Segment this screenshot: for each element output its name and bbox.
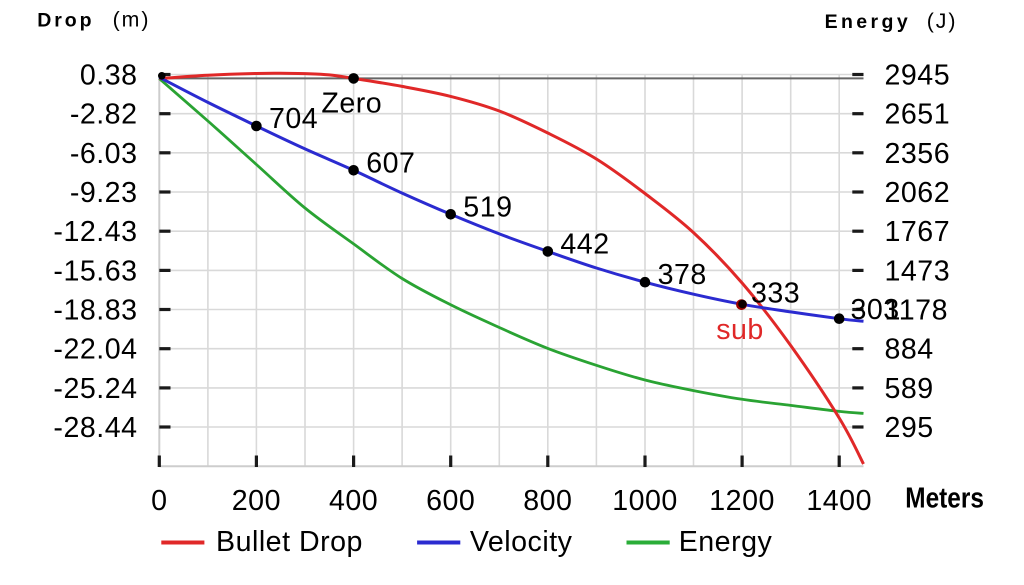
svg-text:Drop: Drop xyxy=(37,10,94,32)
svg-text:0: 0 xyxy=(151,485,167,517)
svg-text:800: 800 xyxy=(523,485,572,517)
svg-text:589: 589 xyxy=(885,373,934,405)
svg-text:0.38: 0.38 xyxy=(80,60,138,92)
svg-text:2062: 2062 xyxy=(885,177,951,209)
svg-text:-2.82: -2.82 xyxy=(70,99,138,131)
svg-text:-18.83: -18.83 xyxy=(53,295,137,327)
svg-text:1000: 1000 xyxy=(612,485,678,517)
svg-text:303: 303 xyxy=(851,294,900,326)
svg-text:-9.23: -9.23 xyxy=(70,177,138,209)
svg-text:378: 378 xyxy=(658,259,707,291)
svg-text:884: 884 xyxy=(885,334,934,366)
svg-text:-15.63: -15.63 xyxy=(53,255,137,287)
svg-text:Zero: Zero xyxy=(321,88,382,120)
svg-text:sub: sub xyxy=(716,314,764,346)
svg-text:-12.43: -12.43 xyxy=(53,216,137,248)
svg-text:2945: 2945 xyxy=(885,60,951,92)
svg-text:1473: 1473 xyxy=(885,255,951,287)
svg-text:Energy: Energy xyxy=(679,526,773,558)
svg-text:1767: 1767 xyxy=(885,216,951,248)
svg-text:704: 704 xyxy=(269,103,318,135)
svg-text:333: 333 xyxy=(751,278,800,310)
svg-text:519: 519 xyxy=(463,191,512,223)
svg-text:2651: 2651 xyxy=(885,99,951,131)
svg-text:Meters: Meters xyxy=(905,483,984,515)
svg-text:1200: 1200 xyxy=(709,485,775,517)
svg-text:-22.04: -22.04 xyxy=(53,334,137,366)
svg-text:Velocity: Velocity xyxy=(470,526,573,558)
svg-text:-28.44: -28.44 xyxy=(53,412,137,444)
svg-text:295: 295 xyxy=(885,412,934,444)
svg-text:-25.24: -25.24 xyxy=(53,373,137,405)
svg-text:Bullet Drop: Bullet Drop xyxy=(216,526,363,558)
svg-text:607: 607 xyxy=(366,147,415,179)
svg-text:400: 400 xyxy=(329,485,378,517)
svg-text:442: 442 xyxy=(560,228,609,260)
svg-text:(m): (m) xyxy=(113,8,151,32)
svg-text:1400: 1400 xyxy=(806,485,872,517)
svg-text:Energy: Energy xyxy=(825,11,912,33)
svg-text:-6.03: -6.03 xyxy=(70,138,138,170)
svg-text:(J): (J) xyxy=(927,9,958,33)
svg-text:600: 600 xyxy=(426,485,475,517)
svg-text:200: 200 xyxy=(232,485,281,517)
svg-text:2356: 2356 xyxy=(885,138,951,170)
svg-text:1178: 1178 xyxy=(885,295,949,327)
